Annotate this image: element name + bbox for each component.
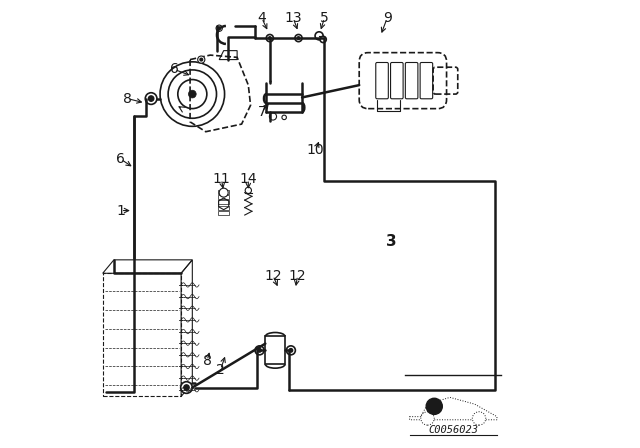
- Text: 7: 7: [257, 105, 266, 119]
- Text: 9: 9: [383, 11, 392, 25]
- Text: 11: 11: [212, 172, 230, 186]
- Circle shape: [218, 27, 221, 30]
- Circle shape: [258, 349, 261, 352]
- Circle shape: [295, 34, 302, 42]
- Circle shape: [184, 385, 189, 390]
- Circle shape: [188, 90, 196, 98]
- Text: C0056023: C0056023: [428, 425, 478, 435]
- Circle shape: [255, 346, 264, 355]
- Bar: [218, 211, 229, 215]
- Text: 6: 6: [116, 152, 125, 166]
- Bar: [218, 190, 229, 194]
- Circle shape: [315, 32, 323, 40]
- Text: 12: 12: [264, 268, 282, 283]
- Bar: [218, 195, 229, 199]
- Text: 10: 10: [307, 143, 324, 157]
- Circle shape: [145, 93, 157, 104]
- Circle shape: [219, 188, 228, 197]
- Circle shape: [421, 412, 435, 425]
- Circle shape: [269, 113, 276, 120]
- Text: 5: 5: [320, 11, 329, 25]
- Text: 12: 12: [289, 268, 307, 283]
- Bar: [218, 206, 229, 210]
- Circle shape: [266, 34, 273, 42]
- Circle shape: [148, 96, 154, 101]
- Circle shape: [282, 115, 287, 120]
- Text: 8: 8: [123, 91, 132, 106]
- Text: 6: 6: [170, 62, 179, 77]
- Circle shape: [269, 37, 271, 39]
- Text: 4: 4: [257, 11, 266, 25]
- Circle shape: [297, 37, 300, 39]
- Circle shape: [320, 36, 326, 43]
- Text: 1: 1: [116, 203, 125, 218]
- Circle shape: [289, 349, 292, 352]
- Text: 3: 3: [387, 234, 397, 250]
- Bar: [218, 200, 229, 204]
- Circle shape: [180, 382, 192, 393]
- Circle shape: [245, 187, 252, 194]
- Circle shape: [200, 58, 203, 61]
- Circle shape: [426, 398, 442, 414]
- Text: 8: 8: [203, 353, 212, 368]
- Text: 13: 13: [284, 11, 302, 25]
- Bar: [266, 336, 285, 364]
- Circle shape: [198, 56, 205, 63]
- Circle shape: [287, 346, 296, 355]
- Circle shape: [472, 412, 486, 425]
- Text: 2: 2: [216, 362, 225, 377]
- Text: 14: 14: [239, 172, 257, 186]
